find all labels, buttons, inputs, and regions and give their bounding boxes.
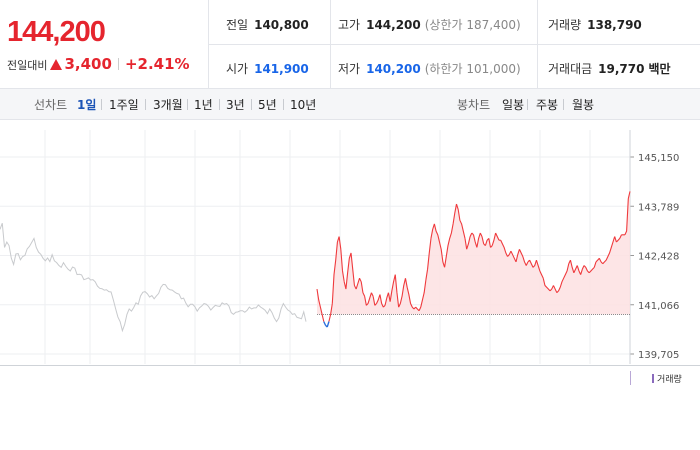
chart-tabs: 선차트 1일 1주일 3개월 1년 3년 5년 10년 봉차트 일봉 주봉 월봉 (0, 89, 700, 120)
current-price: 144,200 (7, 16, 106, 48)
stat-value: 140,200 (366, 62, 421, 76)
area-above-baseline (317, 191, 630, 315)
tab-candle-weekly[interactable]: 주봉 (536, 98, 559, 112)
stat-high: 고가 144,200 (상한가 187,400) (338, 16, 521, 33)
tab-candle-daily[interactable]: 일봉 (502, 98, 525, 112)
stat-volume: 거래량 138,790 (548, 16, 642, 33)
volume-legend: 거래량 (652, 372, 682, 385)
tab-period-1w[interactable]: 1주일 (109, 98, 139, 112)
stats-grid: 전일 140,800 시가 141,900 고가 144,200 (상한가 187,40… (209, 0, 700, 88)
change-value: 3,400 (64, 55, 112, 73)
stat-label: 고가 (338, 18, 361, 32)
tab-period-3m[interactable]: 3개월 (153, 98, 183, 112)
divider (209, 44, 700, 45)
stat-prev-close: 전일 140,800 (226, 16, 309, 33)
volume-swatch (652, 374, 654, 383)
stat-open: 시가 141,900 (226, 60, 309, 77)
price-summary: 144,200 전일대비 3,400 +2.41% (0, 0, 209, 88)
stat-low: 저가 140,200 (하한가 101,000) (338, 60, 521, 77)
price-change: 전일대비 3,400 +2.41% (7, 55, 190, 73)
tab-period-1y[interactable]: 1년 (194, 98, 213, 112)
previous-day-line (0, 223, 307, 333)
stat-value: 140,800 (254, 18, 309, 32)
tab-period-3y[interactable]: 3년 (226, 98, 245, 112)
tab-period-1d[interactable]: 1일 (77, 98, 97, 112)
divider (330, 0, 331, 88)
divider (537, 0, 538, 88)
stat-value: 19,770 (598, 62, 645, 76)
y-tick-label: 139,705 (638, 350, 679, 361)
today-price-line-below (323, 321, 330, 328)
up-triangle-icon (50, 59, 63, 70)
y-tick-label: 141,066 (638, 301, 679, 312)
stat-trade-value: 거래대금 19,770 백만 (548, 60, 671, 77)
volume-legend-label: 거래량 (657, 375, 682, 385)
volume-marker (630, 371, 631, 385)
y-tick-label: 145,150 (638, 153, 679, 164)
today-price-line (316, 191, 631, 322)
divider (117, 58, 119, 70)
stat-label: 거래량 (548, 18, 582, 32)
stat-label: 저가 (338, 62, 361, 76)
stat-value: 141,900 (254, 62, 309, 76)
stat-note: (하한가 101,000) (424, 62, 521, 76)
candle-chart-label: 봉차트 (457, 98, 491, 112)
tab-period-10y[interactable]: 10년 (290, 98, 317, 112)
tab-period-5y[interactable]: 5년 (258, 98, 277, 112)
change-percent: +2.41% (124, 55, 190, 73)
stat-label: 거래대금 (548, 62, 593, 76)
tab-candle-monthly[interactable]: 월봉 (572, 98, 595, 112)
stat-value: 138,790 (587, 18, 642, 32)
change-label: 전일대비 (7, 59, 48, 72)
stat-label: 시가 (226, 62, 249, 76)
stat-note: (상한가 187,400) (424, 18, 521, 32)
line-chart-label: 선차트 (34, 98, 68, 112)
y-tick-label: 142,428 (638, 252, 679, 263)
divider (0, 365, 700, 366)
stat-label: 전일 (226, 18, 249, 32)
stat-unit: 백만 (648, 62, 671, 76)
stat-value: 144,200 (366, 18, 421, 32)
quote-header: 144,200 전일대비 3,400 +2.41% 전일 140,800 시가 141,… (0, 0, 700, 89)
price-chart: 145,150 143,789 142,428 141,066 139,705 (0, 130, 679, 364)
y-tick-label: 143,789 (638, 202, 679, 213)
